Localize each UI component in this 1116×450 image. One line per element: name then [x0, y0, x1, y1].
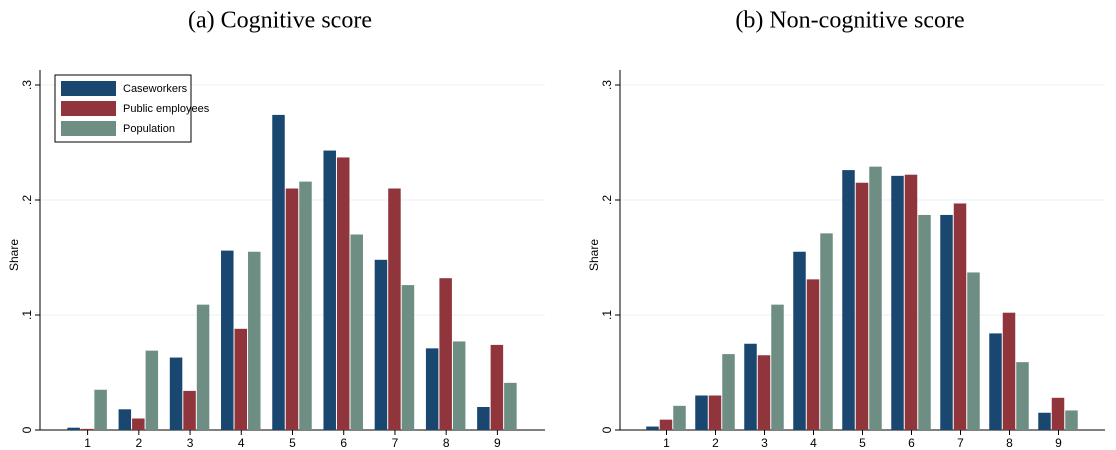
bar	[1038, 412, 1051, 430]
bar	[80, 428, 94, 430]
bar	[722, 354, 735, 430]
bar	[94, 389, 107, 430]
bar	[744, 343, 757, 430]
x-tick-label: 8	[443, 436, 450, 450]
x-tick-label: 7	[392, 436, 399, 450]
bar	[234, 328, 248, 430]
bar	[1065, 410, 1078, 430]
bar	[1051, 397, 1065, 430]
bar	[336, 157, 350, 430]
bar	[169, 357, 183, 430]
bar	[855, 182, 869, 430]
bar	[477, 407, 490, 430]
y-tick-label: 0	[600, 426, 614, 433]
bar	[401, 285, 415, 430]
x-tick-label: 5	[289, 436, 296, 450]
bar	[904, 174, 918, 430]
bar	[673, 405, 686, 430]
y-axis-label: Share	[7, 239, 21, 271]
x-tick-label: 9	[1055, 436, 1062, 450]
bar	[806, 279, 820, 430]
legend-label: Public employees	[123, 103, 210, 115]
bar	[953, 203, 967, 430]
bar	[869, 166, 882, 430]
bar	[842, 170, 855, 430]
x-tick-label: 1	[663, 436, 670, 450]
bar	[132, 418, 145, 430]
bar	[891, 175, 904, 430]
x-tick-label: 9	[494, 436, 501, 450]
x-tick-label: 2	[712, 436, 719, 450]
bar	[439, 278, 452, 430]
bar	[757, 355, 771, 430]
x-tick-label: 8	[1006, 436, 1013, 450]
bar	[967, 272, 980, 430]
bar	[323, 150, 336, 431]
chart-title: (b) Non-cognitive score	[735, 8, 964, 34]
y-tick-label: .2	[600, 195, 614, 205]
x-tick-label: 2	[135, 436, 142, 450]
bar	[820, 233, 833, 430]
bar	[708, 395, 722, 430]
bar	[145, 350, 159, 430]
chart-title: (a) Cognitive score	[188, 8, 372, 34]
bar	[452, 341, 466, 430]
bar	[350, 234, 363, 430]
bar	[989, 333, 1002, 430]
bar	[183, 390, 196, 430]
x-tick-label: 4	[810, 436, 817, 450]
bar	[504, 382, 517, 430]
bar	[388, 188, 401, 430]
bar	[118, 409, 132, 430]
y-tick-label: .3	[600, 80, 614, 90]
bar	[1016, 362, 1029, 430]
x-tick-label: 7	[957, 436, 964, 450]
x-tick-label: 6	[340, 436, 347, 450]
y-tick-label: .1	[20, 310, 34, 320]
bar	[918, 214, 931, 430]
bar	[659, 419, 673, 430]
bar	[940, 214, 953, 430]
legend-label: Caseworkers	[123, 83, 188, 95]
x-tick-label: 1	[84, 436, 91, 450]
bar	[67, 427, 80, 430]
bar	[196, 304, 210, 430]
y-axis-label: Share	[587, 239, 601, 271]
x-tick-label: 3	[187, 436, 194, 450]
bar	[793, 251, 806, 430]
x-tick-label: 3	[761, 436, 768, 450]
y-tick-label: 0	[20, 426, 34, 433]
bar	[299, 181, 312, 430]
bar	[221, 250, 234, 430]
bar	[771, 304, 784, 430]
legend-label: Population	[123, 123, 175, 135]
x-tick-label: 4	[238, 436, 245, 450]
bar	[248, 251, 261, 430]
bar	[695, 395, 708, 430]
bar	[425, 348, 439, 430]
bar	[646, 426, 659, 430]
bar	[285, 188, 299, 430]
x-tick-label: 5	[859, 436, 866, 450]
x-tick-label: 6	[908, 436, 915, 450]
bar	[1002, 312, 1016, 430]
legend-swatch	[61, 101, 116, 116]
bar	[490, 344, 504, 430]
y-tick-label: .1	[600, 310, 614, 320]
legend-swatch	[61, 121, 116, 136]
y-tick-label: .2	[20, 195, 34, 205]
y-tick-label: .3	[20, 80, 34, 90]
bar	[374, 259, 388, 430]
bar	[272, 114, 285, 431]
legend-swatch	[61, 81, 116, 96]
